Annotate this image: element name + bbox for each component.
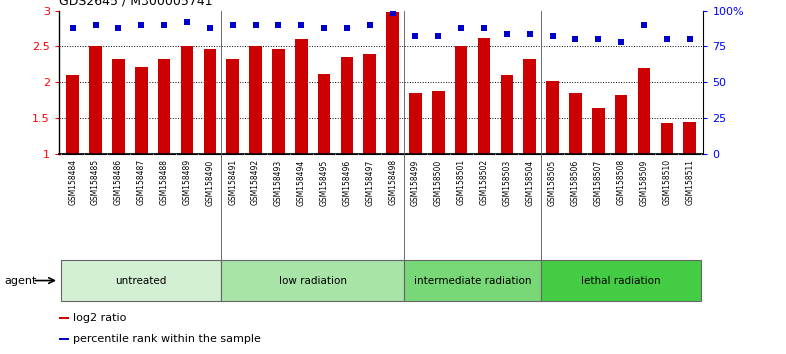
Text: GSM158507: GSM158507: [594, 159, 603, 206]
Text: GSM158486: GSM158486: [114, 159, 123, 205]
Text: untreated: untreated: [116, 275, 167, 286]
Text: GSM158491: GSM158491: [228, 159, 237, 205]
Text: GSM158489: GSM158489: [182, 159, 192, 205]
Text: GSM158495: GSM158495: [320, 159, 329, 206]
Bar: [318, 74, 330, 154]
Point: [204, 25, 216, 31]
Bar: [501, 75, 513, 154]
Point: [546, 34, 559, 39]
Bar: [90, 46, 102, 154]
Text: GSM158503: GSM158503: [502, 159, 512, 206]
Point: [249, 22, 262, 28]
Bar: [432, 91, 445, 154]
Text: percentile rank within the sample: percentile rank within the sample: [73, 333, 261, 344]
Bar: [478, 38, 490, 154]
Point: [363, 22, 376, 28]
Bar: [249, 46, 262, 154]
Text: GSM158511: GSM158511: [685, 159, 694, 205]
Text: GSM158490: GSM158490: [205, 159, 215, 206]
Bar: [615, 95, 627, 154]
Bar: [592, 108, 604, 154]
Text: GSM158493: GSM158493: [274, 159, 283, 206]
Bar: [135, 67, 148, 154]
Bar: [221, 260, 404, 301]
Bar: [340, 57, 353, 154]
Bar: [272, 48, 285, 154]
Text: GSM158484: GSM158484: [68, 159, 77, 205]
Bar: [455, 46, 468, 154]
Point: [112, 25, 125, 31]
Text: lethal radiation: lethal radiation: [582, 275, 661, 286]
Point: [272, 22, 285, 28]
Text: GSM158499: GSM158499: [411, 159, 420, 206]
Bar: [204, 48, 216, 154]
Bar: [59, 317, 68, 319]
Point: [523, 31, 536, 36]
Text: GDS2645 / M300005741: GDS2645 / M300005741: [59, 0, 212, 7]
Bar: [158, 59, 171, 154]
Point: [318, 25, 330, 31]
Point: [432, 34, 445, 39]
Point: [158, 22, 171, 28]
Text: GSM158509: GSM158509: [640, 159, 648, 206]
Text: GSM158508: GSM158508: [617, 159, 626, 205]
Bar: [569, 93, 582, 154]
Point: [478, 25, 490, 31]
Point: [135, 22, 148, 28]
Point: [90, 22, 102, 28]
Text: GSM158498: GSM158498: [388, 159, 397, 205]
Text: GSM158500: GSM158500: [434, 159, 443, 206]
Text: GSM158496: GSM158496: [343, 159, 351, 206]
Bar: [410, 93, 422, 154]
Bar: [226, 59, 239, 154]
Text: GSM158506: GSM158506: [571, 159, 580, 206]
Text: log2 ratio: log2 ratio: [73, 313, 127, 323]
Text: agent: agent: [4, 275, 36, 286]
Text: GSM158497: GSM158497: [365, 159, 374, 206]
Point: [637, 22, 650, 28]
Text: intermediate radiation: intermediate radiation: [414, 275, 531, 286]
Point: [226, 22, 239, 28]
Bar: [61, 260, 221, 301]
Bar: [684, 122, 696, 154]
Text: GSM158504: GSM158504: [525, 159, 534, 206]
Bar: [404, 260, 542, 301]
Point: [387, 11, 399, 16]
Text: GSM158502: GSM158502: [479, 159, 489, 205]
Bar: [546, 81, 559, 154]
Text: GSM158485: GSM158485: [91, 159, 100, 205]
Point: [501, 31, 513, 36]
Text: GSM158487: GSM158487: [137, 159, 145, 205]
Bar: [660, 123, 673, 154]
Bar: [59, 338, 68, 340]
Bar: [295, 39, 307, 154]
Point: [181, 19, 193, 25]
Text: GSM158501: GSM158501: [457, 159, 465, 205]
Bar: [523, 59, 536, 154]
Point: [295, 22, 307, 28]
Bar: [363, 54, 376, 154]
Bar: [387, 12, 399, 154]
Text: low radiation: low radiation: [279, 275, 347, 286]
Point: [410, 34, 422, 39]
Point: [660, 36, 673, 42]
Bar: [181, 46, 193, 154]
Text: GSM158494: GSM158494: [297, 159, 306, 206]
Bar: [542, 260, 701, 301]
Text: GSM158488: GSM158488: [160, 159, 168, 205]
Point: [569, 36, 582, 42]
Bar: [66, 75, 79, 154]
Text: GSM158510: GSM158510: [663, 159, 671, 205]
Point: [615, 39, 627, 45]
Point: [592, 36, 604, 42]
Point: [455, 25, 468, 31]
Point: [684, 36, 696, 42]
Text: GSM158492: GSM158492: [251, 159, 260, 205]
Bar: [637, 68, 650, 154]
Point: [66, 25, 79, 31]
Point: [340, 25, 353, 31]
Bar: [112, 59, 125, 154]
Text: GSM158505: GSM158505: [548, 159, 557, 206]
